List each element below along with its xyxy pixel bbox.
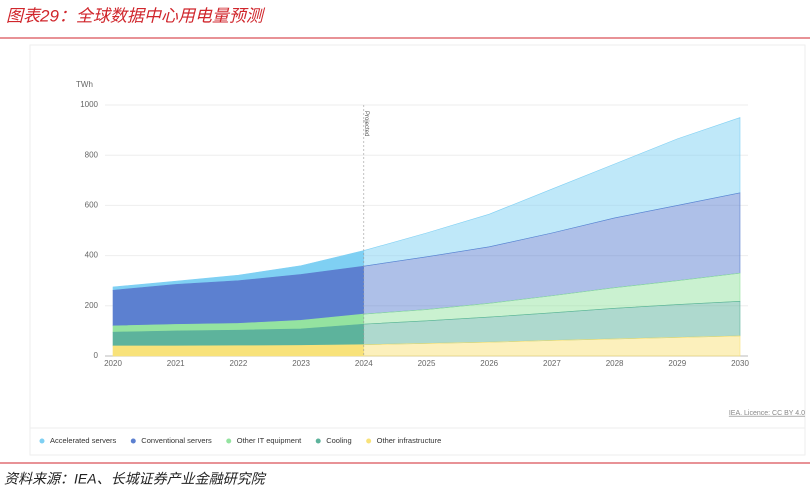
y-tick-label: 800 (85, 150, 99, 159)
y-tick-label: 200 (85, 301, 99, 310)
y-tick-label: 400 (85, 251, 99, 260)
x-tick-label: 2029 (668, 359, 686, 368)
page-title: 图表29：全球数据中心用电量预测 (6, 6, 266, 25)
annotation: Projected (363, 111, 369, 136)
area (112, 335, 741, 357)
credit: IEA. Licence: CC BY 4.0 (729, 410, 805, 417)
y-tick-label: 1000 (80, 100, 98, 109)
legend-marker (39, 438, 45, 444)
x-tick-label: 2020 (104, 359, 122, 368)
legend-label: Conventional servers (141, 436, 212, 445)
legend-label: Cooling (326, 436, 351, 445)
legend-marker (366, 438, 372, 444)
x-tick-label: 2024 (355, 359, 373, 368)
legend-label: Accelerated servers (50, 436, 117, 445)
legend-marker (130, 438, 136, 444)
y-unit: TWh (76, 80, 93, 89)
x-tick-label: 2022 (230, 359, 248, 368)
y-tick-label: 600 (85, 201, 99, 210)
x-tick-label: 2025 (418, 359, 436, 368)
x-tick-label: 2021 (167, 359, 185, 368)
x-tick-label: 2023 (292, 359, 310, 368)
legend-marker (315, 438, 321, 444)
x-tick-label: 2030 (731, 359, 749, 368)
y-tick-label: 0 (94, 351, 99, 360)
legend-marker (226, 438, 232, 444)
x-tick-label: 2026 (480, 359, 498, 368)
x-tick-label: 2027 (543, 359, 561, 368)
x-tick-label: 2028 (606, 359, 624, 368)
legend-label: Other infrastructure (377, 436, 442, 445)
legend-label: Other IT equipment (237, 436, 302, 445)
source: 资料来源：IEA、长城证券产业金融研究院 (4, 471, 267, 487)
